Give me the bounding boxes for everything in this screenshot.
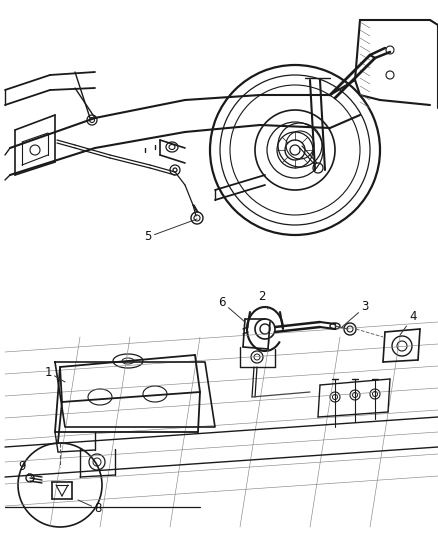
Text: 3: 3 <box>342 301 369 327</box>
Text: 2: 2 <box>258 290 268 309</box>
Text: 4: 4 <box>400 311 417 335</box>
Text: 5: 5 <box>144 219 197 244</box>
Text: 6: 6 <box>218 295 245 322</box>
Text: 8: 8 <box>78 500 102 515</box>
Text: 9: 9 <box>18 461 33 478</box>
Text: 1: 1 <box>44 366 65 382</box>
